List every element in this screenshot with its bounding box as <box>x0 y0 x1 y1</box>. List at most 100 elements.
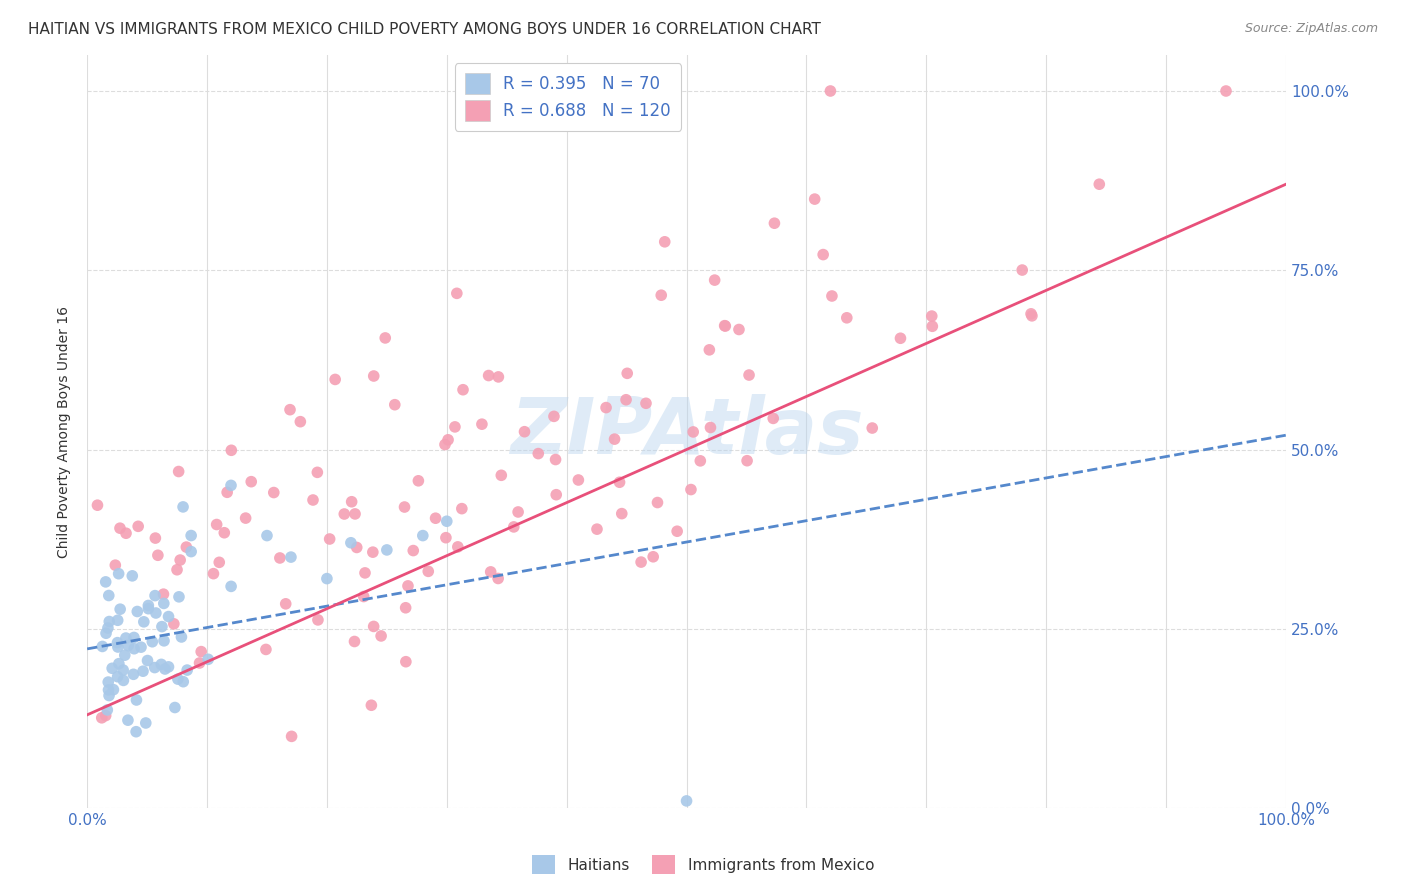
Point <box>820 84 842 98</box>
Point <box>713 318 735 333</box>
Point <box>117 639 139 653</box>
Point <box>418 565 440 579</box>
Point <box>98 689 121 703</box>
Point <box>402 543 425 558</box>
Point <box>108 521 131 535</box>
Point <box>603 432 626 446</box>
Point <box>860 421 883 435</box>
Point <box>217 485 239 500</box>
Point <box>172 500 194 514</box>
Point <box>395 655 418 669</box>
Point <box>513 425 536 439</box>
Point <box>107 670 129 684</box>
Point <box>127 519 149 533</box>
Point <box>921 319 943 334</box>
Point <box>762 411 785 425</box>
Point <box>136 654 159 668</box>
Point <box>586 522 609 536</box>
Point <box>107 635 129 649</box>
Point <box>90 711 112 725</box>
Point <box>135 716 157 731</box>
Point <box>153 662 176 676</box>
Point <box>610 507 633 521</box>
Point <box>101 661 124 675</box>
Point <box>396 579 419 593</box>
Point <box>609 475 631 490</box>
Point <box>190 645 212 659</box>
Point <box>132 615 155 629</box>
Point <box>675 794 697 808</box>
Text: Source: ZipAtlas.com: Source: ZipAtlas.com <box>1244 22 1378 36</box>
Point <box>491 468 513 483</box>
Point <box>699 420 721 434</box>
Point <box>346 541 368 555</box>
Point <box>323 372 346 386</box>
Point <box>546 488 568 502</box>
Point <box>446 286 468 301</box>
Point <box>471 417 494 432</box>
Point <box>114 648 136 663</box>
Point <box>384 398 406 412</box>
Point <box>163 616 186 631</box>
Text: HAITIAN VS IMMIGRANTS FROM MEXICO CHILD POVERTY AMONG BOYS UNDER 16 CORRELATION : HAITIAN VS IMMIGRANTS FROM MEXICO CHILD … <box>28 22 821 37</box>
Point <box>163 700 186 714</box>
Point <box>486 572 509 586</box>
Point <box>146 548 169 562</box>
Y-axis label: Child Poverty Among Boys Under 16: Child Poverty Among Boys Under 16 <box>58 306 72 558</box>
Point <box>97 675 120 690</box>
Point <box>104 558 127 573</box>
Point <box>202 566 225 581</box>
Point <box>107 613 129 627</box>
Point <box>444 420 467 434</box>
Point <box>527 447 550 461</box>
Point <box>240 475 263 489</box>
Point <box>921 309 943 323</box>
Point <box>122 631 145 645</box>
Point <box>97 589 120 603</box>
Point <box>433 437 456 451</box>
Point <box>157 660 180 674</box>
Point <box>302 493 325 508</box>
Point <box>97 621 120 635</box>
Point <box>150 657 173 672</box>
Legend: R = 0.395   N = 70, R = 0.688   N = 120: R = 0.395 N = 70, R = 0.688 N = 120 <box>456 63 681 131</box>
Point <box>763 216 786 230</box>
Point <box>614 392 637 407</box>
Point <box>735 453 758 467</box>
Point <box>344 507 367 521</box>
Point <box>169 553 191 567</box>
Point <box>316 572 339 586</box>
Point <box>98 615 121 629</box>
Point <box>125 724 148 739</box>
Point <box>97 682 120 697</box>
Point <box>103 682 125 697</box>
Point <box>256 528 278 542</box>
Point <box>343 634 366 648</box>
Point <box>1088 178 1111 192</box>
Point <box>180 544 202 558</box>
Point <box>129 640 152 655</box>
Point <box>86 498 108 512</box>
Point <box>108 657 131 671</box>
Point <box>630 555 652 569</box>
Point <box>478 368 501 383</box>
Point <box>1019 307 1042 321</box>
Point <box>122 667 145 681</box>
Point <box>127 605 149 619</box>
Point <box>714 319 737 334</box>
Point <box>167 590 190 604</box>
Point <box>112 663 135 677</box>
Point <box>643 549 665 564</box>
Point <box>543 409 565 424</box>
Point <box>450 501 472 516</box>
Point <box>679 483 702 497</box>
Point <box>115 631 138 645</box>
Point <box>208 555 231 569</box>
Point <box>205 517 228 532</box>
Point <box>94 626 117 640</box>
Point <box>835 310 858 325</box>
Point <box>803 192 825 206</box>
Point <box>108 602 131 616</box>
Point <box>153 633 176 648</box>
Point <box>486 370 509 384</box>
